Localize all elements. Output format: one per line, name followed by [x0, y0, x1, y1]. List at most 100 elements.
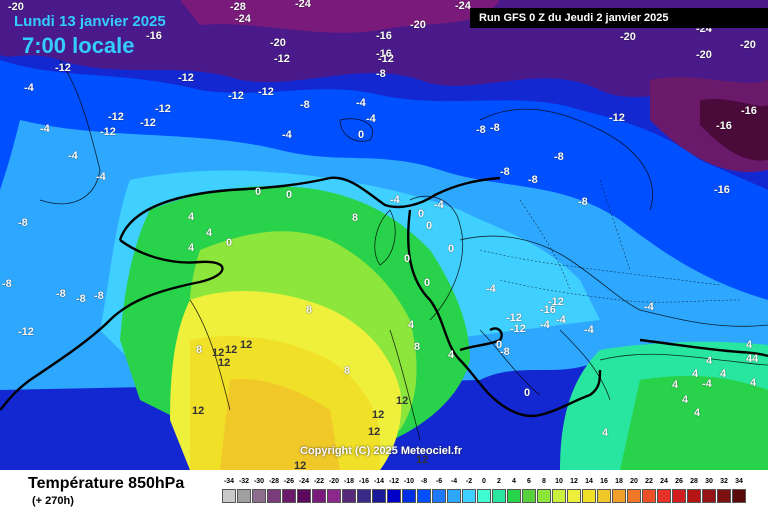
legend-swatch [402, 489, 416, 503]
map-label: -12 [55, 62, 71, 74]
map-label: -8 [18, 217, 28, 229]
map-label: -20 [410, 19, 426, 31]
map-label: -8 [528, 174, 538, 186]
map-label: -4 [390, 194, 400, 206]
map-label: -12 [100, 126, 116, 138]
map-label: -12 [18, 326, 34, 338]
map-label: 8 [414, 341, 421, 353]
map-label: 4 [694, 407, 701, 419]
legend-swatch [627, 489, 641, 503]
legend-swatch [522, 489, 536, 503]
map-label: -24 [696, 23, 712, 35]
map-label: 4 [706, 355, 713, 367]
legend-tick-label: -28 [268, 478, 280, 485]
map-label: 44 [746, 353, 759, 365]
map-label: -8 [56, 288, 66, 300]
legend-tick-label: -32 [238, 478, 250, 485]
legend-swatch [297, 489, 311, 503]
legend-tick-label: -26 [283, 478, 295, 485]
map-label: 12 [368, 426, 381, 438]
map-label: -20 [740, 39, 756, 51]
legend-swatch [447, 489, 461, 503]
legend-swatch [687, 489, 701, 503]
map-label: -16 [376, 48, 392, 60]
map-label: 4 [408, 319, 415, 331]
map-label: -4 [434, 199, 444, 211]
map-label: -20 [620, 31, 636, 43]
map-label: -4 [24, 82, 34, 94]
legend-tick-label: 12 [570, 478, 578, 485]
legend-swatch [657, 489, 671, 503]
legend-swatch [372, 489, 386, 503]
legend-tick-label: -34 [223, 478, 235, 485]
legend-swatch [432, 489, 446, 503]
map-label: -12 [609, 112, 625, 124]
map-label: 0 [418, 208, 425, 220]
orange-zone [220, 379, 340, 470]
legend-swatch [672, 489, 686, 503]
legend-swatch [642, 489, 656, 503]
legend-tick-label: 24 [660, 478, 668, 485]
map-label: 0 [404, 253, 411, 265]
map-label: -8 [500, 346, 510, 358]
map-label: -8 [94, 290, 104, 302]
legend-swatch [387, 489, 401, 503]
legend-swatch [237, 489, 251, 503]
legend-tick-label: 26 [675, 478, 683, 485]
legend-tick-label: 22 [645, 478, 653, 485]
map-label: 8 [196, 344, 203, 356]
map-label: -8 [2, 278, 12, 290]
map-label: -4 [282, 129, 292, 141]
map-label: -16 [376, 30, 392, 42]
map-label: 12 [416, 454, 429, 466]
legend-tick-label: -30 [253, 478, 265, 485]
map-label: -24 [295, 0, 311, 10]
legend-tick-label: -16 [358, 478, 370, 485]
coastlines [39, 59, 768, 441]
legend-tick-label: 10 [555, 478, 563, 485]
copyright-text: Copyright (C) 2025 Meteociel.fr [300, 445, 462, 457]
legend-tick-label: -2 [465, 478, 473, 485]
arctic-core [180, 0, 500, 33]
legend-swatch [282, 489, 296, 503]
map-label: 4 [746, 339, 753, 351]
map-label: -20 [8, 1, 24, 13]
legend-tick-label: 14 [585, 478, 593, 485]
map-label: 0 [358, 129, 365, 141]
map-label: 8 [344, 365, 351, 377]
legend-tick-label: -24 [298, 478, 310, 485]
map-label: -24 [235, 13, 251, 25]
map-label: -12 [378, 53, 394, 65]
map-label: -4 [366, 113, 376, 125]
map-label: 4 [188, 242, 195, 254]
temperature-map: -20 -28 -24 -24 -24 -20 -16 -20 -12 -12 … [0, 0, 768, 470]
map-label: -12 [506, 312, 522, 324]
legend-tick-label: -10 [403, 478, 415, 485]
map-label: -12 [108, 111, 124, 123]
map-label: 4 [602, 427, 609, 439]
map-label: -12 [155, 103, 171, 115]
map-label: 8 [306, 304, 313, 316]
map-label: -8 [300, 99, 310, 111]
legend-swatch [252, 489, 266, 503]
map-label: -16 [146, 30, 162, 42]
legend-swatch [477, 489, 491, 503]
legend-footer: Température 850hPa (+ 270h) -34 -32 -30 -28… [0, 470, 768, 512]
legend-swatch [552, 489, 566, 503]
map-label: -4 [584, 324, 594, 336]
map-label: -16 [716, 120, 732, 132]
map-label: 0 [496, 339, 503, 351]
model-run-info: Run GFS 0 Z du Jeudi 2 janvier 2025 [470, 8, 768, 28]
legend-swatch [417, 489, 431, 503]
map-label: -24 [455, 0, 471, 12]
map-label: 0 [286, 189, 293, 201]
map-label: -4 [486, 283, 496, 295]
color-scale-legend: -34 -32 -30 -28 -26 -24 -22 -20 -18 -16 -14 -12 -10-… [222, 478, 746, 506]
map-label: -20 [696, 49, 712, 61]
map-label: 4 [188, 211, 195, 223]
map-label: -4 [644, 301, 654, 313]
forecast-date: Lundi 13 janvier 2025 [14, 13, 166, 30]
legend-tick-label: 30 [705, 478, 713, 485]
legend-tick-label: -4 [450, 478, 458, 485]
legend-tick-label: 20 [630, 478, 638, 485]
